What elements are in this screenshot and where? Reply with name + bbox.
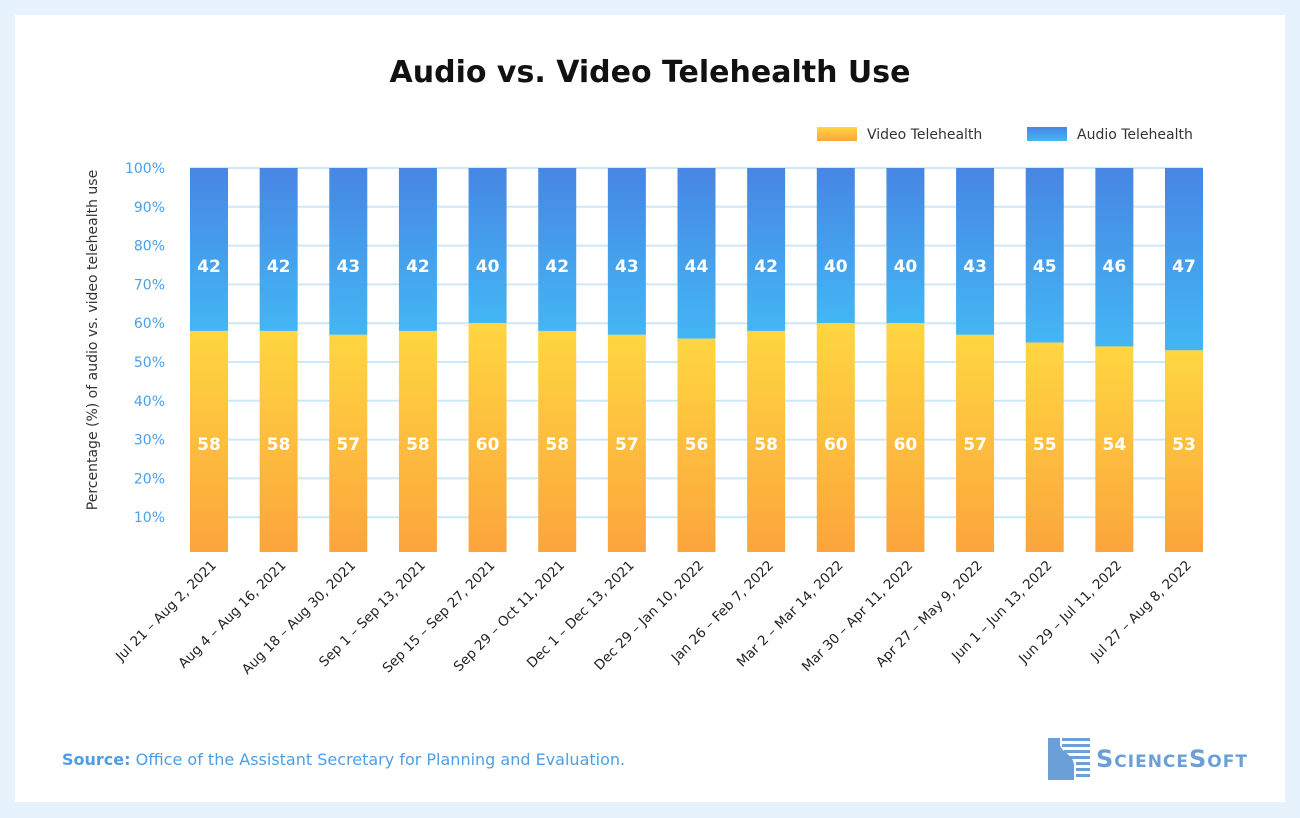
data-label-audio: 42	[406, 257, 430, 277]
chart-title: Audio vs. Video Telehealth Use	[389, 55, 911, 90]
data-label-audio: 45	[1033, 257, 1057, 277]
bar-video	[329, 334, 368, 552]
data-label-video: 55	[1033, 435, 1057, 455]
data-label-audio: 44	[685, 257, 709, 277]
bar-video	[259, 330, 298, 552]
x-tick-label: Aug 18 – Aug 30, 2021	[239, 558, 359, 678]
data-label-audio: 42	[197, 257, 221, 277]
bar-audio	[677, 168, 716, 339]
bar-video	[190, 330, 228, 552]
legend-swatch	[817, 127, 857, 141]
bar-audio	[747, 168, 786, 331]
data-label-video: 57	[963, 435, 987, 455]
bar-video	[1165, 350, 1203, 552]
bar-audio	[1025, 168, 1064, 343]
data-label-audio: 43	[615, 257, 639, 277]
bar-video	[607, 334, 646, 552]
bar-video	[747, 330, 786, 552]
legend-swatch	[1027, 127, 1067, 141]
bar-video	[538, 330, 577, 552]
source-label: Source:	[62, 750, 131, 769]
bar-video	[468, 323, 507, 552]
data-label-audio: 43	[336, 257, 360, 277]
bar-audio	[1095, 168, 1134, 347]
data-label-video: 58	[545, 435, 569, 455]
bar-audio	[398, 168, 437, 331]
logo-icon	[1048, 738, 1090, 780]
y-tick-label: 10%	[134, 510, 165, 526]
y-tick-label: 80%	[134, 239, 165, 255]
bar-video	[886, 323, 925, 552]
bar-video	[956, 334, 995, 552]
legend-label: Audio Telehealth	[1077, 127, 1193, 143]
y-tick-label: 60%	[134, 316, 165, 332]
bar-video	[677, 338, 716, 552]
data-label-video: 58	[197, 435, 221, 455]
data-label-audio: 43	[963, 257, 987, 277]
y-tick-label: 30%	[134, 433, 165, 449]
bar-audio	[259, 168, 298, 331]
bar-audio	[956, 168, 995, 335]
data-label-video: 60	[476, 435, 500, 455]
bar-audio	[538, 168, 577, 331]
data-label-video: 54	[1103, 435, 1127, 455]
y-axis-label: Percentage (%) of audio vs. video telehe…	[85, 170, 101, 510]
y-tick-label: 20%	[134, 471, 165, 487]
data-label-audio: 42	[267, 257, 291, 277]
logo-text: ScienceSoft	[1096, 745, 1248, 773]
data-label-video: 57	[615, 435, 639, 455]
data-label-video: 56	[685, 435, 709, 455]
y-tick-label: 50%	[134, 355, 165, 371]
bar-audio	[886, 168, 925, 324]
data-label-video: 60	[824, 435, 848, 455]
data-label-video: 58	[406, 435, 430, 455]
bar-audio	[468, 168, 507, 324]
source-text: Office of the Assistant Secretary for Pl…	[130, 750, 626, 769]
y-tick-label: 70%	[134, 277, 165, 293]
bar-video	[1025, 342, 1064, 552]
data-label-audio: 47	[1172, 257, 1196, 277]
bar-audio	[329, 168, 368, 335]
bar-video	[1095, 346, 1134, 552]
data-label-audio: 40	[824, 257, 848, 277]
data-label-audio: 40	[476, 257, 500, 277]
sciencesoft-logo: ScienceSoft	[1048, 738, 1248, 780]
data-label-video: 58	[754, 435, 778, 455]
data-label-video: 57	[336, 435, 360, 455]
data-label-video: 60	[894, 435, 918, 455]
data-label-audio: 46	[1103, 257, 1127, 277]
source-note: Source: Office of the Assistant Secretar…	[62, 750, 625, 769]
bar-video	[816, 323, 855, 552]
x-tick-label: Sep 15 – Sep 27, 2021	[380, 558, 499, 677]
legend-label: Video Telehealth	[867, 127, 982, 143]
y-tick-label: 90%	[134, 200, 165, 216]
data-label-audio: 42	[545, 257, 569, 277]
bar-video	[398, 330, 437, 552]
y-tick-label: 40%	[134, 394, 165, 410]
data-label-audio: 42	[754, 257, 778, 277]
bar-audio	[190, 168, 228, 331]
y-tick-label: 100%	[125, 161, 165, 177]
bar-audio	[1165, 168, 1203, 351]
data-label-video: 58	[267, 435, 291, 455]
bar-audio	[607, 168, 646, 335]
bar-audio	[816, 168, 855, 324]
data-label-audio: 40	[894, 257, 918, 277]
data-label-video: 53	[1172, 435, 1196, 455]
